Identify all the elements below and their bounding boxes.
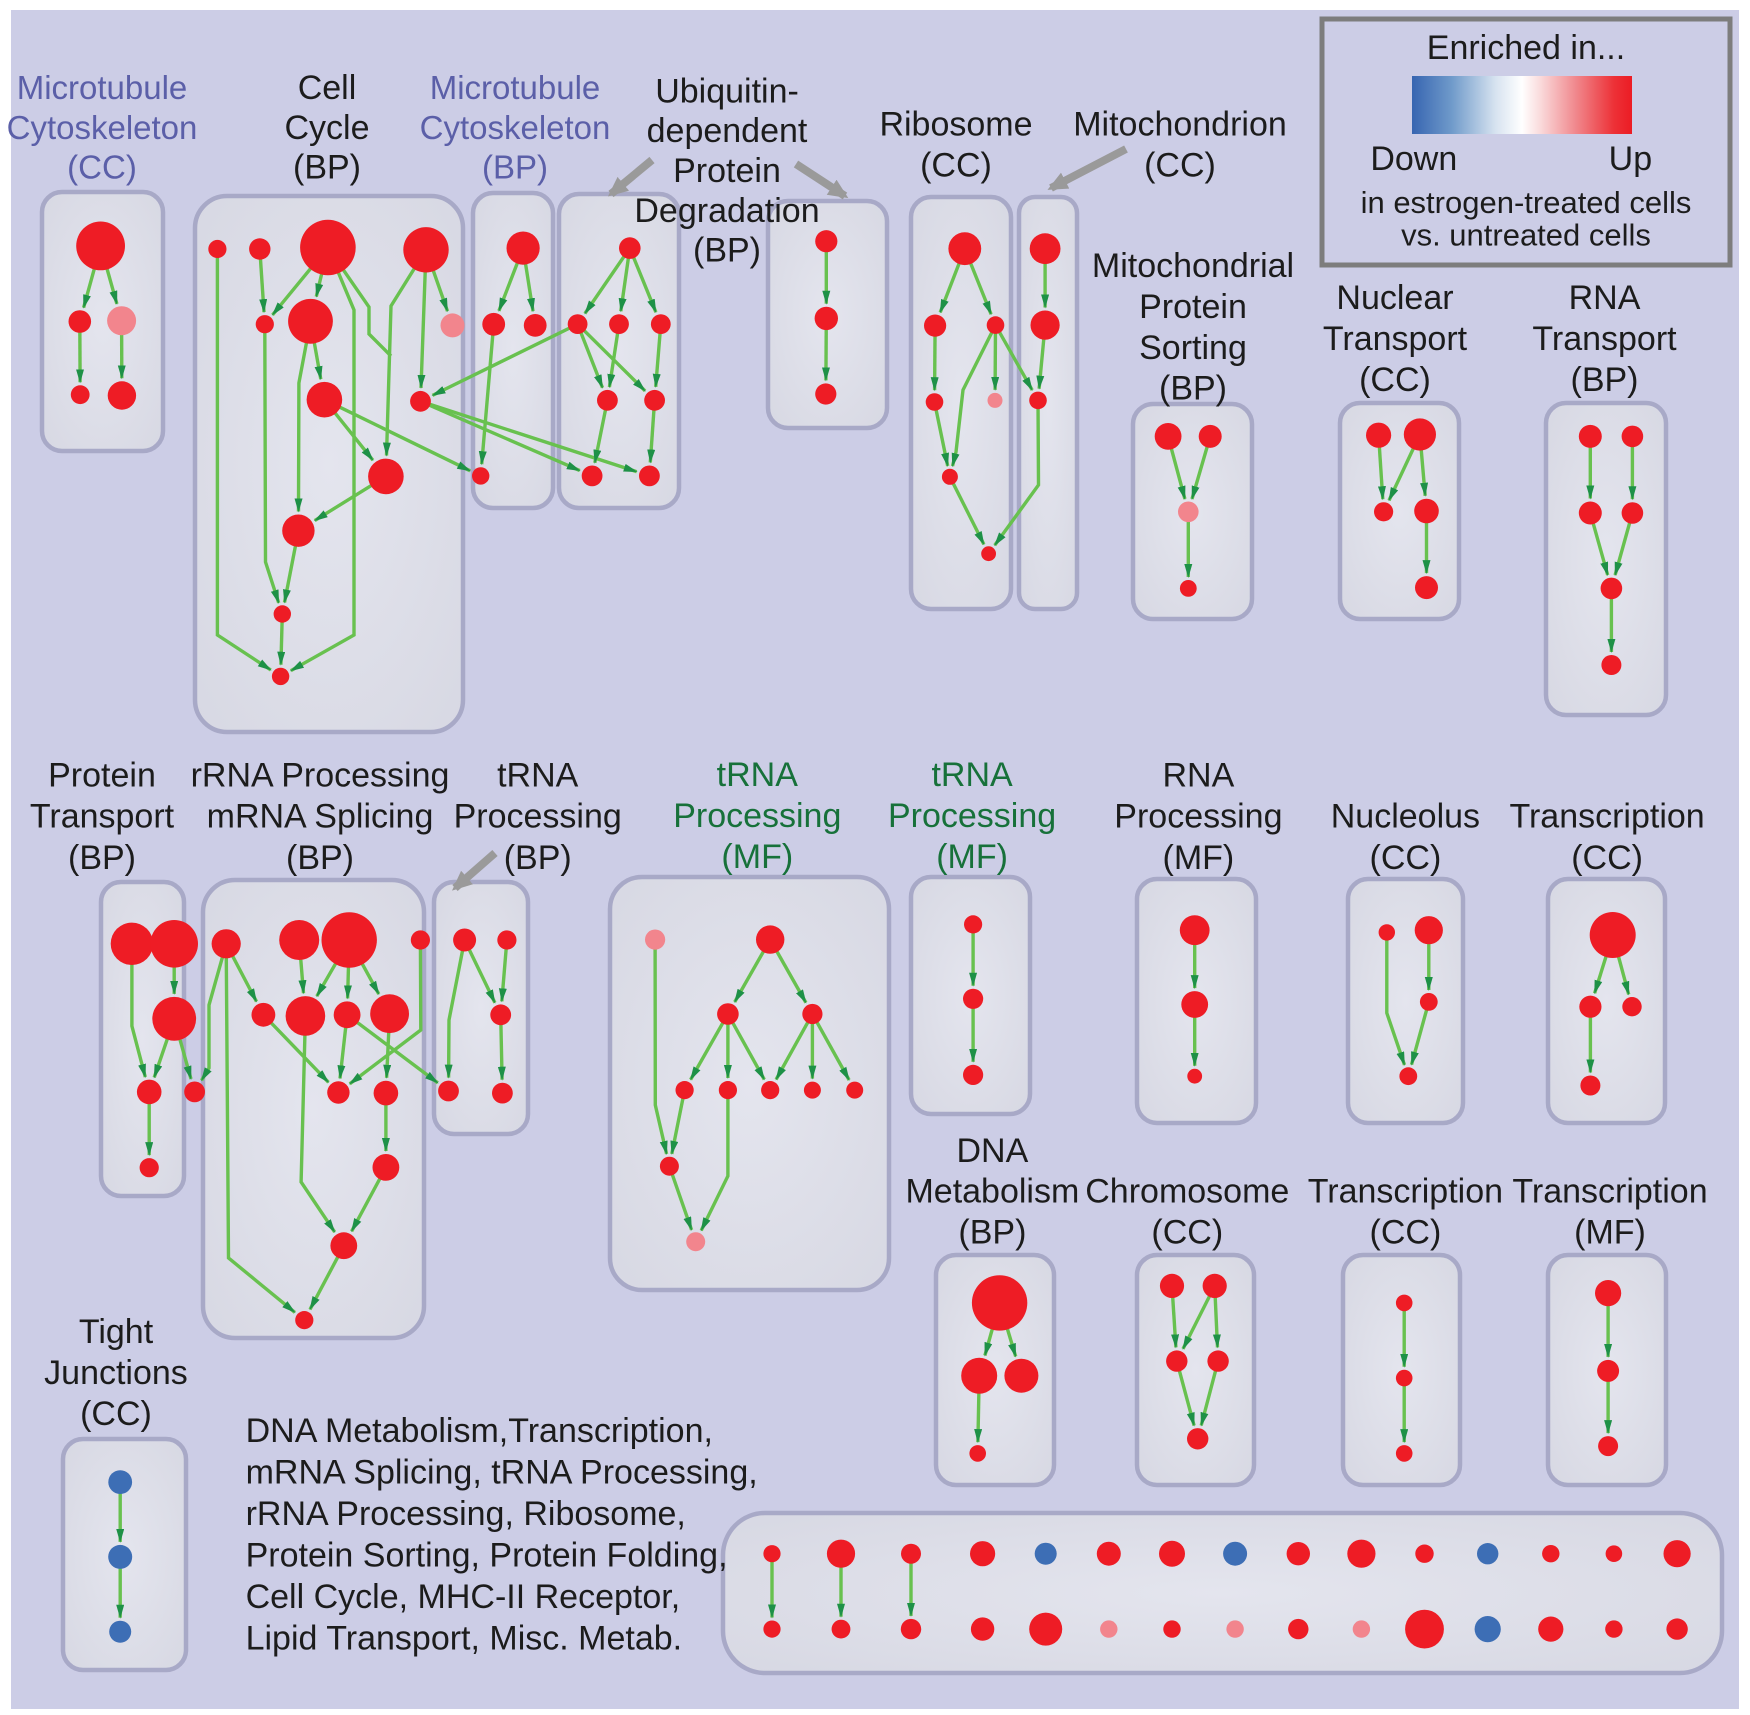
svg-text:Ribosome: Ribosome (879, 106, 1032, 144)
svg-text:Mitochondrion: Mitochondrion (1073, 106, 1287, 144)
svg-text:Degradation: Degradation (634, 192, 819, 230)
svg-text:(CC): (CC) (1571, 839, 1643, 877)
svg-text:(BP): (BP) (1571, 361, 1639, 399)
svg-text:(BP): (BP) (958, 1213, 1026, 1251)
svg-text:(BP): (BP) (504, 839, 572, 877)
svg-text:RNA: RNA (1569, 279, 1641, 317)
svg-text:rRNA Processing: rRNA Processing (191, 757, 450, 795)
svg-text:(BP): (BP) (286, 839, 354, 877)
svg-text:(BP): (BP) (482, 148, 548, 185)
svg-text:mRNA Splicing, tRNA Processing: mRNA Splicing, tRNA Processing, (246, 1454, 758, 1492)
svg-text:in estrogen-treated cells: in estrogen-treated cells (1361, 185, 1692, 220)
svg-text:Tight: Tight (79, 1313, 154, 1351)
svg-text:tRNA: tRNA (717, 756, 799, 794)
svg-text:(BP): (BP) (693, 232, 761, 270)
svg-text:Cell Cycle, MHC-II Receptor,: Cell Cycle, MHC-II Receptor, (246, 1578, 681, 1616)
svg-text:Protein: Protein (1139, 288, 1247, 326)
svg-text:Transport: Transport (30, 798, 175, 836)
svg-text:Nuclear: Nuclear (1336, 279, 1453, 317)
svg-text:(CC): (CC) (1370, 1213, 1442, 1251)
svg-text:Protein Sorting, Protein Foldi: Protein Sorting, Protein Folding, (246, 1537, 728, 1575)
svg-text:(CC): (CC) (920, 147, 992, 185)
svg-text:(MF): (MF) (1163, 839, 1235, 877)
svg-text:tRNA: tRNA (931, 756, 1013, 794)
svg-text:tRNA: tRNA (497, 757, 579, 795)
svg-text:(CC): (CC) (1151, 1213, 1223, 1251)
svg-text:Microtubule: Microtubule (430, 69, 601, 106)
svg-text:(CC): (CC) (1370, 839, 1442, 877)
svg-text:Sorting: Sorting (1139, 329, 1247, 367)
svg-text:(CC): (CC) (1144, 147, 1216, 185)
svg-text:(BP): (BP) (68, 839, 136, 877)
svg-text:(MF): (MF) (1574, 1213, 1646, 1251)
svg-text:Processing: Processing (888, 797, 1056, 835)
svg-text:Down: Down (1370, 140, 1457, 178)
svg-text:Processing: Processing (454, 798, 622, 836)
svg-text:Transcription: Transcription (1512, 1173, 1707, 1211)
svg-text:Ubiquitin-: Ubiquitin- (655, 72, 799, 110)
svg-text:Processing: Processing (673, 797, 841, 835)
svg-text:Protein: Protein (673, 152, 781, 190)
svg-text:Nucleolus: Nucleolus (1331, 798, 1480, 836)
svg-text:(BP): (BP) (293, 148, 361, 186)
svg-text:(MF): (MF) (936, 838, 1008, 876)
svg-text:(CC): (CC) (1359, 361, 1431, 399)
svg-text:mRNA Splicing: mRNA Splicing (207, 798, 434, 836)
svg-text:Mitochondrial: Mitochondrial (1092, 247, 1294, 285)
svg-text:Transcription: Transcription (1308, 1173, 1503, 1211)
svg-text:Junctions: Junctions (44, 1354, 188, 1392)
svg-text:Lipid Transport, Misc. Metab.: Lipid Transport, Misc. Metab. (246, 1620, 683, 1658)
svg-text:DNA Metabolism,Transcription,: DNA Metabolism,Transcription, (246, 1412, 713, 1450)
svg-text:vs. untreated cells: vs. untreated cells (1401, 218, 1651, 253)
svg-text:Cell: Cell (298, 69, 357, 107)
svg-text:Cytoskeleton: Cytoskeleton (7, 109, 198, 146)
svg-text:Microtubule: Microtubule (17, 69, 188, 106)
svg-text:(MF): (MF) (721, 838, 793, 876)
svg-text:(CC): (CC) (80, 1395, 152, 1433)
svg-text:Cytoskeleton: Cytoskeleton (420, 109, 611, 146)
svg-text:(CC): (CC) (67, 148, 137, 185)
svg-text:rRNA Processing, Ribosome,: rRNA Processing, Ribosome, (246, 1495, 686, 1533)
svg-text:Transport: Transport (1323, 320, 1468, 358)
svg-text:Transport: Transport (1532, 320, 1677, 358)
svg-text:dependent: dependent (647, 112, 808, 150)
svg-text:(BP): (BP) (1159, 370, 1227, 408)
svg-text:Metabolism: Metabolism (905, 1173, 1079, 1211)
svg-text:Up: Up (1609, 140, 1652, 178)
svg-text:Chromosome: Chromosome (1085, 1173, 1289, 1211)
svg-text:RNA: RNA (1163, 757, 1235, 795)
svg-text:Protein: Protein (48, 757, 156, 795)
svg-text:Transcription: Transcription (1509, 798, 1704, 836)
svg-text:Enriched in...: Enriched in... (1427, 29, 1625, 67)
svg-text:Cycle: Cycle (284, 109, 369, 147)
svg-text:DNA: DNA (957, 1132, 1029, 1170)
svg-text:Processing: Processing (1114, 798, 1282, 836)
